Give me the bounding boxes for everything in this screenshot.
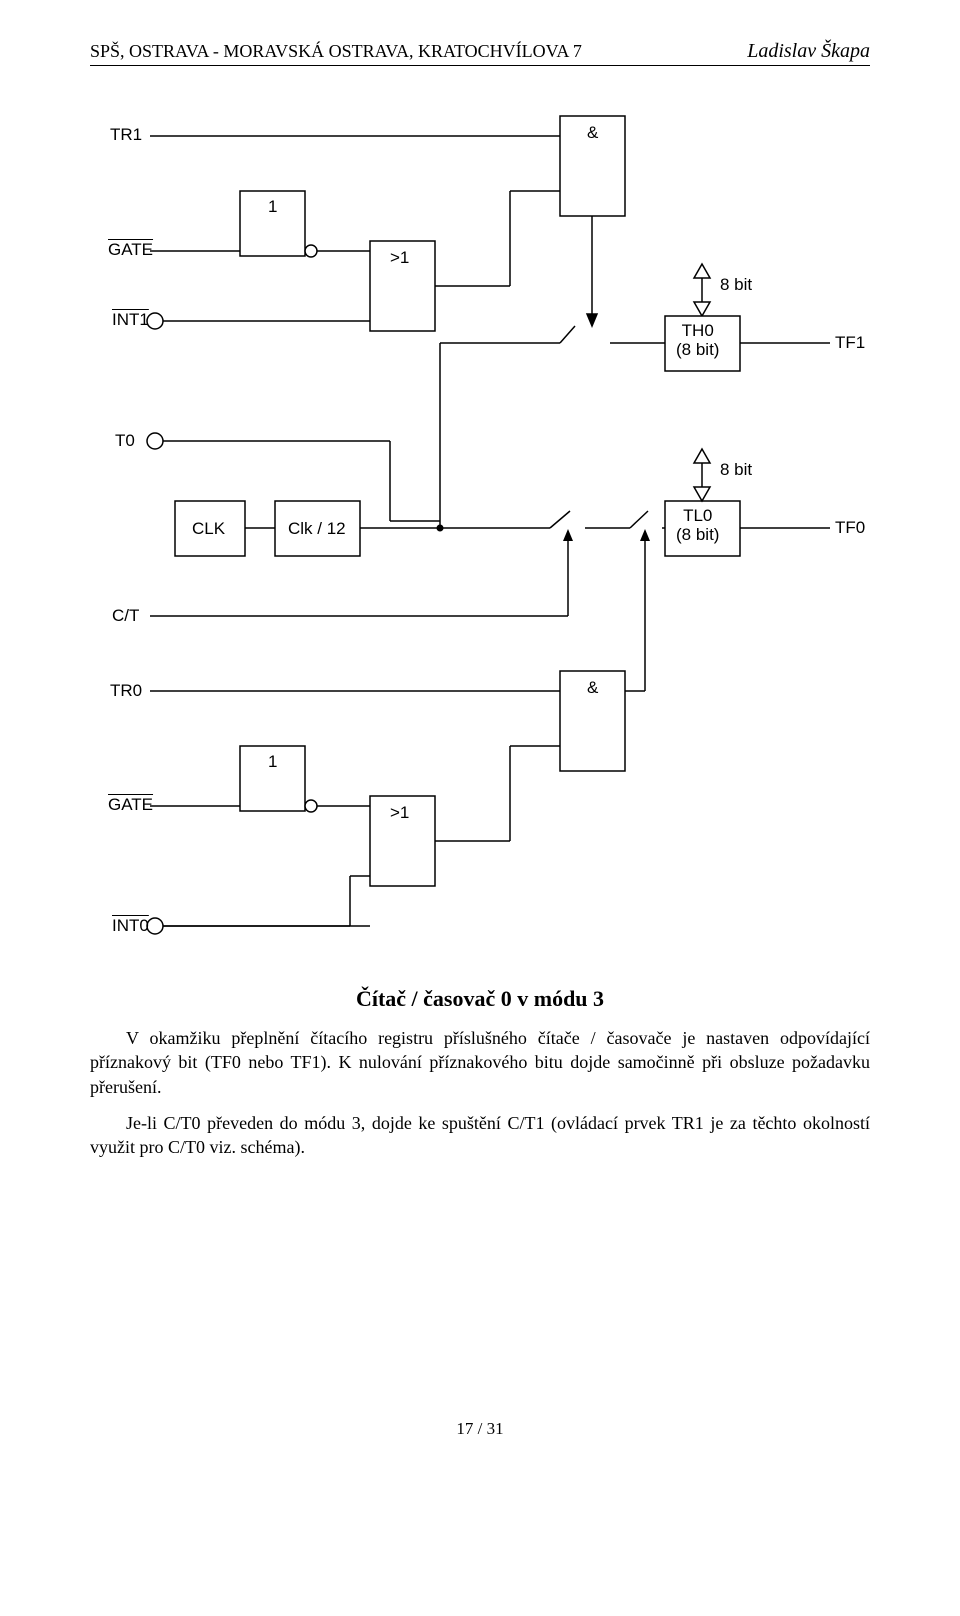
- label-gate1: GATE: [108, 241, 153, 260]
- label-one1: 1: [268, 198, 277, 217]
- label-amp2: &: [587, 679, 598, 698]
- page: SPŠ, OSTRAVA - MORAVSKÁ OSTRAVA, KRATOCH…: [0, 0, 960, 1479]
- label-8bit-1: 8 bit: [720, 276, 752, 295]
- page-footer: 17 / 31: [90, 1419, 870, 1439]
- label-8bit-2: 8 bit: [720, 461, 752, 480]
- label-clkdiv: Clk / 12: [288, 520, 346, 539]
- section-title: Čítač / časovač 0 v módu 3: [90, 986, 870, 1012]
- label-tr1: TR1: [110, 126, 142, 145]
- label-gate2: GATE: [108, 796, 153, 815]
- label-tr0: TR0: [110, 682, 142, 701]
- label-clk: CLK: [192, 520, 225, 539]
- circuit-diagram: TR1 GATE INT1 1 >1 & 8 bit TH0 (8 bit) T…: [90, 96, 870, 956]
- label-tf0: TF0: [835, 519, 865, 538]
- label-ge1-1: >1: [390, 249, 409, 268]
- label-one2: 1: [268, 753, 277, 772]
- header-left: SPŠ, OSTRAVA - MORAVSKÁ OSTRAVA, KRATOCH…: [90, 41, 582, 62]
- header-right: Ladislav Škapa: [747, 40, 870, 63]
- label-amp1: &: [587, 124, 598, 143]
- label-t0: T0: [115, 432, 135, 451]
- label-ge1-2: >1: [390, 804, 409, 823]
- page-header: SPŠ, OSTRAVA - MORAVSKÁ OSTRAVA, KRATOCH…: [90, 40, 870, 66]
- label-int1: INT1: [112, 311, 149, 330]
- label-th0: TH0 (8 bit): [676, 322, 719, 359]
- label-int0: INT0: [112, 917, 149, 936]
- label-tl0: TL0 (8 bit): [676, 507, 719, 544]
- paragraph-1: V okamžiku přeplnění čítacího registru p…: [90, 1026, 870, 1099]
- paragraph-2: Je-li C/T0 převeden do módu 3, dojde ke …: [90, 1111, 870, 1160]
- label-tf1: TF1: [835, 334, 865, 353]
- label-ct: C/T: [112, 607, 139, 626]
